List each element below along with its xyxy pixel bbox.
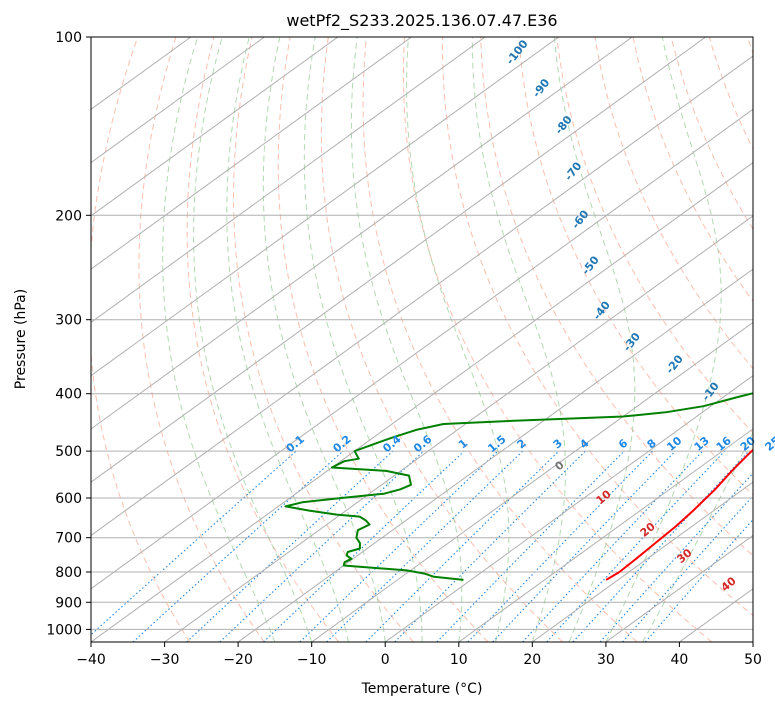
y-tick-label: 400 — [55, 387, 82, 403]
isotherm-line — [164, 215, 753, 642]
x-tick-label: −30 — [150, 652, 180, 668]
dry-adiabat — [480, 37, 753, 557]
y-tick-label: 300 — [55, 313, 82, 329]
mixing-ratio-line — [572, 450, 750, 642]
x-tick-label: −40 — [76, 652, 106, 668]
isotherm-line — [91, 37, 412, 270]
x-tick-label: 40 — [670, 652, 688, 668]
moist-adiabat — [350, 37, 463, 642]
mixing-ratio-line — [436, 450, 625, 642]
temperature-line — [605, 448, 753, 581]
x-tick-label: 30 — [597, 652, 615, 668]
mixing-ratio-line — [186, 450, 394, 642]
moist-adiabat — [303, 37, 423, 642]
mixing-ratio-line — [599, 472, 753, 642]
background-lines — [91, 37, 753, 642]
x-tick-label: 0 — [381, 652, 390, 668]
moist-adiabat — [262, 37, 386, 642]
y-tick-label: 800 — [55, 565, 82, 581]
dry-adiabat — [138, 37, 265, 642]
isotherm-line — [91, 161, 753, 642]
isotherm-line — [605, 534, 753, 642]
plot-frame — [90, 36, 754, 643]
isotherm-line — [91, 37, 265, 164]
y-tick-label: 500 — [55, 444, 82, 460]
mixing-ratio-line — [394, 450, 586, 642]
y-axis: 100 200 300 400 500 600 700 800 900 1000 — [46, 30, 91, 638]
profile-lines — [284, 392, 753, 581]
x-tick-label: 50 — [744, 652, 762, 668]
dry-adiabat — [556, 37, 753, 434]
isotherm-line — [91, 37, 486, 323]
y-axis-label: Pressure (hPa) — [13, 289, 29, 389]
moist-adiabat — [642, 430, 753, 642]
dry-adiabat — [441, 37, 753, 617]
dry-adiabat — [632, 37, 753, 303]
mixing-ratio-line — [365, 450, 560, 642]
isotherm-line — [91, 37, 339, 217]
y-tick-label: 200 — [55, 208, 82, 224]
isotherm-line — [91, 55, 753, 537]
isotherm-line — [458, 428, 753, 642]
moist-adiabat — [471, 37, 566, 642]
isotherm-line — [311, 321, 753, 642]
moist-adiabat — [605, 37, 722, 642]
y-tick-label: 100 — [55, 30, 82, 46]
x-axis-label: Temperature (°C) — [361, 681, 483, 697]
mixing-ratio-line — [326, 450, 524, 642]
y-tick-label: 900 — [55, 595, 82, 611]
grid-lines — [91, 37, 753, 642]
x-tick-label: −20 — [223, 652, 253, 668]
moist-adiabat — [553, 37, 636, 642]
x-tick-label: 20 — [523, 652, 541, 668]
isotherm-line — [384, 375, 753, 642]
moist-adiabat — [406, 37, 510, 642]
dry-adiabat — [91, 37, 191, 642]
dewpoint-line — [284, 392, 753, 581]
dry-adiabat — [186, 37, 340, 642]
isotherm-line — [91, 37, 633, 430]
dry-adiabat — [362, 37, 638, 642]
mixing-ratio-line — [132, 450, 344, 642]
x-axis: −40 −30 −20 −10 0 10 20 30 40 50 — [76, 642, 762, 668]
mixing-ratio-line — [467, 450, 654, 642]
moist-adiabat — [162, 37, 276, 642]
isotherm-line — [237, 268, 753, 642]
dry-adiabat — [232, 37, 414, 642]
isotherm-line — [91, 37, 706, 483]
isotherm-line — [532, 481, 753, 642]
mixing-ratio-line — [299, 450, 499, 642]
dry-adiabat — [320, 37, 563, 642]
isotherm-line — [91, 37, 559, 377]
dry-adiabat — [403, 37, 713, 642]
x-tick-label: −10 — [297, 652, 327, 668]
x-tick-label: 10 — [450, 652, 468, 668]
dry-adiabat — [670, 37, 753, 231]
mixing-ratio-line — [219, 450, 425, 642]
y-tick-label: 600 — [55, 491, 82, 507]
y-tick-label: 1000 — [46, 622, 82, 638]
moist-adiabat — [226, 37, 349, 642]
y-tick-label: 700 — [55, 531, 82, 547]
isotherm-line — [91, 108, 753, 590]
mixing-ratio-line — [546, 450, 726, 642]
chart-title: wetPf2_S233.2025.136.07.47.E36 — [286, 11, 557, 31]
